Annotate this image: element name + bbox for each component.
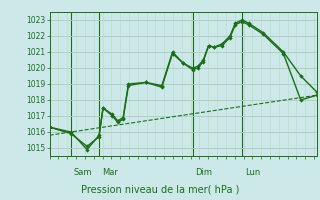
Text: Sam: Sam	[74, 168, 92, 177]
Text: Dim: Dim	[195, 168, 212, 177]
Text: Pression niveau de la mer( hPa ): Pression niveau de la mer( hPa )	[81, 184, 239, 194]
Text: Mar: Mar	[102, 168, 117, 177]
Text: Lun: Lun	[245, 168, 260, 177]
